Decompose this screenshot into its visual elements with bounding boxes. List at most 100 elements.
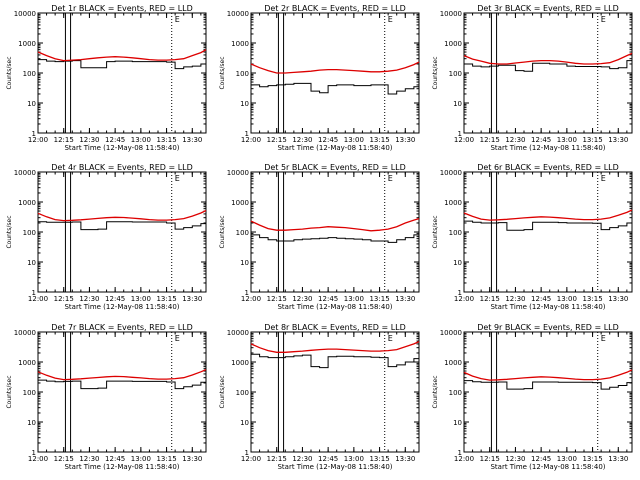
y-tick-label: 1 — [32, 449, 36, 457]
x-tick-label: 12:45 — [318, 136, 338, 144]
marker-label: E — [388, 174, 393, 183]
y-tick-label: 100 — [449, 70, 462, 78]
panel-title: Det 7r BLACK = Events, RED = LLD — [51, 323, 193, 332]
y-axis-label: Counts/sec — [432, 56, 439, 89]
panel-title: Det 1r BLACK = Events, RED = LLD — [51, 4, 193, 13]
x-tick-label: 13:15 — [582, 455, 602, 463]
x-tick-label: 13:00 — [557, 455, 577, 463]
y-tick-label: 1 — [458, 449, 462, 457]
y-tick-label: 1000 — [18, 199, 36, 207]
panel-title: Det 2r BLACK = Events, RED = LLD — [264, 4, 406, 13]
panel-title: Det 6r BLACK = Events, RED = LLD — [477, 163, 619, 172]
x-tick-label: 12:15 — [54, 295, 74, 303]
y-tick-label: 1 — [245, 289, 249, 297]
x-tick-label: 13:00 — [344, 455, 364, 463]
x-tick-label: 12:15 — [480, 295, 500, 303]
y-tick-label: 10000 — [227, 329, 249, 337]
x-tick-label: 12:15 — [54, 455, 74, 463]
x-tick-label: 12:00 — [454, 455, 474, 463]
x-tick-label: 13:00 — [557, 295, 577, 303]
marker-label: E — [175, 174, 180, 183]
events-series-line — [251, 82, 420, 95]
x-tick-label: 13:00 — [344, 136, 364, 144]
detector-panel: 1 10 100 1000 10000 12:00 12:15 12:30 12:45 13:00… — [432, 163, 633, 311]
y-tick-label: 10000 — [440, 169, 462, 177]
y-tick-label: 1000 — [231, 359, 249, 367]
events-series-line — [251, 353, 420, 369]
detector-panel: 1 10 100 1000 10000 12:00 12:15 12:30 12:45 13:00… — [219, 323, 420, 471]
x-axis-label: Start Time (12-May-08 11:58:40) — [277, 144, 392, 152]
x-tick-label: 13:00 — [131, 136, 151, 144]
y-tick-label: 1 — [458, 130, 462, 138]
marker-label: E — [601, 334, 606, 343]
x-tick-label: 13:15 — [156, 136, 176, 144]
y-axis-label: Counts/sec — [219, 375, 226, 408]
lld-series-line — [250, 217, 420, 232]
y-tick-label: 10 — [453, 419, 462, 427]
x-tick-label: 12:00 — [454, 136, 474, 144]
x-axis-label: Start Time (12-May-08 11:58:40) — [277, 463, 392, 471]
x-axis-label: Start Time (12-May-08 11:58:40) — [490, 463, 605, 471]
panel-title: Det 9r BLACK = Events, RED = LLD — [477, 323, 619, 332]
x-tick-label: 12:15 — [267, 455, 287, 463]
y-tick-label: 10000 — [227, 169, 249, 177]
detector-panel: 1 10 100 1000 10000 12:00 12:15 12:30 12:45 13:00… — [432, 323, 633, 471]
events-series-line — [464, 220, 633, 231]
x-tick-label: 12:45 — [531, 295, 551, 303]
x-tick-label: 12:30 — [505, 136, 525, 144]
x-tick-label: 13:15 — [156, 455, 176, 463]
x-tick-label: 13:15 — [369, 295, 389, 303]
x-tick-label: 13:00 — [557, 136, 577, 144]
y-tick-label: 1 — [245, 449, 249, 457]
detector-panel: 1 10 100 1000 10000 12:00 12:15 12:30 12:45 13:00… — [432, 4, 633, 152]
x-tick-label: 12:30 — [292, 136, 312, 144]
y-tick-label: 1 — [245, 130, 249, 138]
x-tick-label: 13:00 — [131, 295, 151, 303]
panel-title: Det 4r BLACK = Events, RED = LLD — [51, 163, 193, 172]
x-tick-label: 12:15 — [267, 136, 287, 144]
x-tick-label: 12:45 — [105, 455, 125, 463]
y-tick-label: 1000 — [231, 199, 249, 207]
y-tick-label: 1000 — [444, 359, 462, 367]
y-tick-label: 100 — [236, 389, 249, 397]
y-tick-label: 100 — [449, 229, 462, 237]
y-tick-label: 100 — [236, 229, 249, 237]
detector-panel: 1 10 100 1000 10000 12:00 12:15 12:30 12:45 13:00… — [6, 4, 207, 152]
x-tick-label: 12:45 — [318, 455, 338, 463]
y-tick-label: 10000 — [440, 329, 462, 337]
lld-series-line — [250, 61, 420, 74]
marker-label: E — [601, 174, 606, 183]
x-tick-label: 12:00 — [28, 455, 48, 463]
y-tick-label: 100 — [23, 389, 36, 397]
x-tick-label: 13:15 — [369, 136, 389, 144]
events-series-line — [38, 221, 207, 231]
x-tick-label: 13:30 — [182, 136, 202, 144]
events-series-line — [38, 59, 207, 70]
x-tick-label: 12:45 — [531, 455, 551, 463]
marker-label: E — [388, 334, 393, 343]
x-tick-label: 12:30 — [79, 136, 99, 144]
x-tick-label: 13:30 — [608, 455, 628, 463]
y-tick-label: 10000 — [14, 329, 36, 337]
panel-title: Det 5r BLACK = Events, RED = LLD — [264, 163, 406, 172]
x-tick-label: 12:30 — [79, 295, 99, 303]
x-tick-label: 13:30 — [182, 295, 202, 303]
x-tick-label: 13:30 — [395, 295, 415, 303]
y-tick-label: 10000 — [14, 10, 36, 18]
y-tick-label: 100 — [23, 229, 36, 237]
x-tick-label: 13:15 — [156, 295, 176, 303]
x-axis-label: Start Time (12-May-08 11:58:40) — [490, 144, 605, 152]
detector-panel: 1 10 100 1000 10000 12:00 12:15 12:30 12:45 13:00… — [6, 163, 207, 311]
x-axis-label: Start Time (12-May-08 11:58:40) — [490, 303, 605, 311]
x-tick-label: 13:30 — [182, 455, 202, 463]
marker-label: E — [601, 15, 606, 24]
y-axis-label: Counts/sec — [219, 215, 226, 248]
lld-series-line — [463, 52, 633, 65]
y-tick-label: 1000 — [444, 40, 462, 48]
x-axis-label: Start Time (12-May-08 11:58:40) — [277, 303, 392, 311]
x-tick-label: 13:15 — [582, 295, 602, 303]
x-tick-label: 12:30 — [292, 455, 312, 463]
x-tick-label: 12:00 — [241, 136, 261, 144]
x-tick-label: 12:00 — [241, 295, 261, 303]
